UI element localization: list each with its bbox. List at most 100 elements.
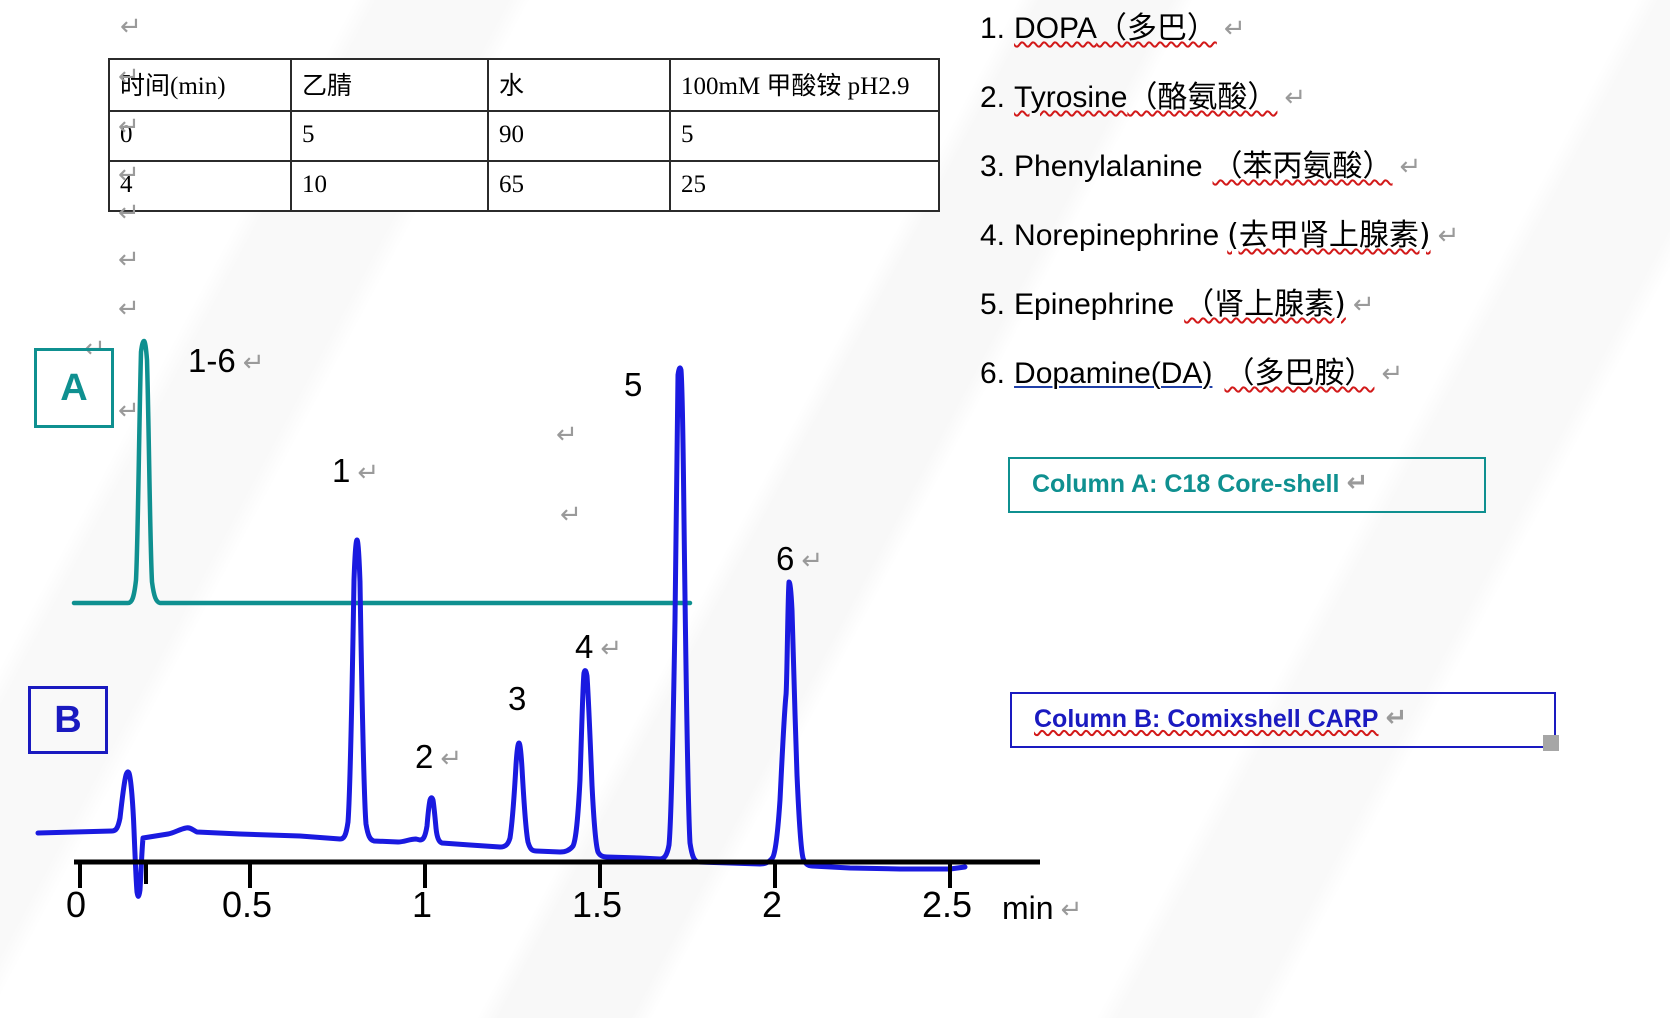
- table-header-row: 时间(min) 乙腈 水 100mM 甲酸铵 pH2.9: [108, 58, 940, 112]
- x-axis-unit-label: min ↵: [1002, 890, 1082, 927]
- peak-label-b-5: 5: [624, 366, 642, 404]
- compound-number: 6.: [980, 357, 1006, 390]
- compound-name-cn: （肾上腺素): [1184, 287, 1346, 322]
- compound-name-cn: （苯丙氨酸）: [1212, 149, 1393, 184]
- paragraph-mark-icon: ↵: [556, 420, 578, 450]
- peak-label-text: 4: [575, 628, 594, 665]
- paragraph-mark-icon: ↵: [1223, 14, 1246, 44]
- paragraph-mark-icon: ↵: [118, 160, 140, 190]
- paragraph-mark-icon: ↵: [118, 245, 140, 275]
- x-axis-unit-text: min: [1002, 890, 1054, 926]
- callout-column-a-label: Column A: C18 Core-shell: [1032, 469, 1340, 498]
- peak-label-text: 1: [332, 452, 351, 489]
- callout-column-b-label: Column B: Comixshell CARP: [1034, 704, 1379, 733]
- peak-label-text: 6: [776, 540, 795, 577]
- paragraph-mark-icon: ↵: [1060, 895, 1083, 925]
- list-item: 2. Tyrosine （酪氨酸） ↵: [980, 83, 1650, 152]
- paragraph-mark-icon: ↵: [1437, 221, 1460, 251]
- panel-label-a-text: A: [60, 366, 88, 409]
- trace-column-a: [71, 338, 693, 606]
- x-tick-label-2.5: 2.5: [922, 884, 973, 925]
- table-header-buffer: 100mM 甲酸铵 pH2.9: [669, 58, 940, 112]
- list-item: 6. Dopamine(DA) （多巴胺） ↵: [980, 359, 1650, 428]
- peak-label-text: 3: [508, 680, 527, 717]
- compound-name: Epinephrine: [1014, 288, 1175, 321]
- paragraph-mark-icon: ↵: [118, 294, 140, 324]
- list-item: 3. Phenylalanine （苯丙氨酸） ↵: [980, 152, 1650, 221]
- table-row: 0 5 90 5: [108, 110, 940, 162]
- table-header-water: 水: [487, 58, 671, 112]
- panel-label-b: B: [28, 686, 108, 754]
- peak-label-a-1-6: 1-6 ↵: [188, 342, 265, 380]
- paragraph-mark-icon: ↵: [118, 112, 140, 142]
- paragraph-mark-icon: ↵: [118, 396, 140, 426]
- paragraph-mark-icon: ↵: [1346, 468, 1369, 498]
- x-tick-label-0: 0: [66, 884, 87, 925]
- compound-list: 1. DOPA （多巴） ↵ 2. Tyrosine （酪氨酸） ↵ 3. Ph…: [980, 14, 1650, 428]
- table-header-acetonitrile: 乙腈: [290, 58, 489, 112]
- compound-number: 1.: [980, 12, 1006, 45]
- paragraph-mark-icon: ↵: [1399, 152, 1422, 182]
- compound-name-cn: （多巴）: [1096, 11, 1217, 46]
- paragraph-mark-icon: ↵: [1381, 359, 1404, 389]
- peak-label-b-4: 4 ↵: [575, 628, 622, 666]
- table-header-time: 时间(min): [108, 58, 292, 112]
- callout-column-b[interactable]: Column B: Comixshell CARP ↵: [1010, 692, 1556, 748]
- cell-acn-1: 10: [290, 160, 489, 212]
- paragraph-mark-icon: ↵: [1385, 703, 1408, 733]
- paragraph-mark-icon: ↵: [1352, 290, 1375, 320]
- cell-water-0: 90: [487, 110, 671, 162]
- compound-name: Norepinephrine: [1014, 219, 1220, 252]
- gradient-table: 时间(min) 乙腈 水 100mM 甲酸铵 pH2.9 0 5 90 5 4 …: [108, 58, 940, 212]
- x-axis-major-ticks: [78, 862, 952, 888]
- paragraph-mark-icon: ↵: [120, 12, 142, 42]
- cell-time-1: 4: [108, 160, 292, 212]
- compound-name-cn: （酪氨酸）: [1127, 80, 1278, 115]
- compound-name: DOPA: [1014, 12, 1097, 45]
- cell-acn-0: 5: [290, 110, 489, 162]
- peak-label-text: 2: [415, 738, 434, 775]
- peak-label-b-1: 1 ↵: [332, 452, 379, 490]
- x-tick-label-0.5: 0.5: [222, 884, 273, 925]
- panel-label-a: A: [34, 348, 114, 428]
- paragraph-mark-icon: ↵: [560, 500, 582, 530]
- compound-number: 5.: [980, 288, 1006, 321]
- trace-column-b: [35, 365, 968, 899]
- x-tick-label-1: 1: [412, 884, 433, 925]
- compound-name-cn: （多巴胺）: [1224, 356, 1375, 391]
- table-row: 4 10 65 25: [108, 160, 940, 212]
- peak-label-b-3: 3: [508, 680, 526, 718]
- peak-label-text: 5: [624, 366, 643, 403]
- peak-label-b-2: 2 ↵: [415, 738, 462, 776]
- peak-label-text: 1-6: [188, 342, 236, 379]
- compound-name-cn: (去甲肾上腺素): [1227, 218, 1431, 253]
- x-tick-label-2: 2: [762, 884, 783, 925]
- compound-number: 2.: [980, 81, 1006, 114]
- list-item: 5. Epinephrine （肾上腺素) ↵: [980, 290, 1650, 359]
- peak-label-b-6: 6 ↵: [776, 540, 823, 578]
- compound-name[interactable]: Dopamine(DA): [1014, 357, 1213, 390]
- compound-number: 3.: [980, 150, 1006, 183]
- cell-time-0: 0: [108, 110, 292, 162]
- paragraph-mark-icon: ↵: [118, 198, 140, 228]
- paragraph-mark-icon: ↵: [1284, 83, 1307, 113]
- paragraph-mark-icon: ↵: [440, 744, 463, 774]
- paragraph-mark-icon: ↵: [242, 348, 265, 378]
- cell-water-1: 65: [487, 160, 671, 212]
- selection-handle[interactable]: [1543, 735, 1559, 751]
- cell-buffer-0: 5: [669, 110, 940, 162]
- compound-number: 4.: [980, 219, 1006, 252]
- compound-name: Tyrosine: [1014, 81, 1128, 114]
- x-tick-label-1.5: 1.5: [572, 884, 623, 925]
- paragraph-mark-icon: ↵: [600, 634, 623, 664]
- list-item: 4. Norepinephrine (去甲肾上腺素) ↵: [980, 221, 1650, 290]
- panel-label-b-text: B: [54, 698, 82, 741]
- compound-name: Phenylalanine: [1014, 150, 1203, 183]
- list-item: 1. DOPA （多巴） ↵: [980, 14, 1650, 83]
- callout-column-a[interactable]: Column A: C18 Core-shell ↵: [1008, 457, 1486, 513]
- paragraph-mark-icon: ↵: [357, 458, 380, 488]
- paragraph-mark-icon: ↵: [118, 62, 140, 92]
- paragraph-mark-icon: ↵: [801, 546, 824, 576]
- cell-buffer-1: 25: [669, 160, 940, 212]
